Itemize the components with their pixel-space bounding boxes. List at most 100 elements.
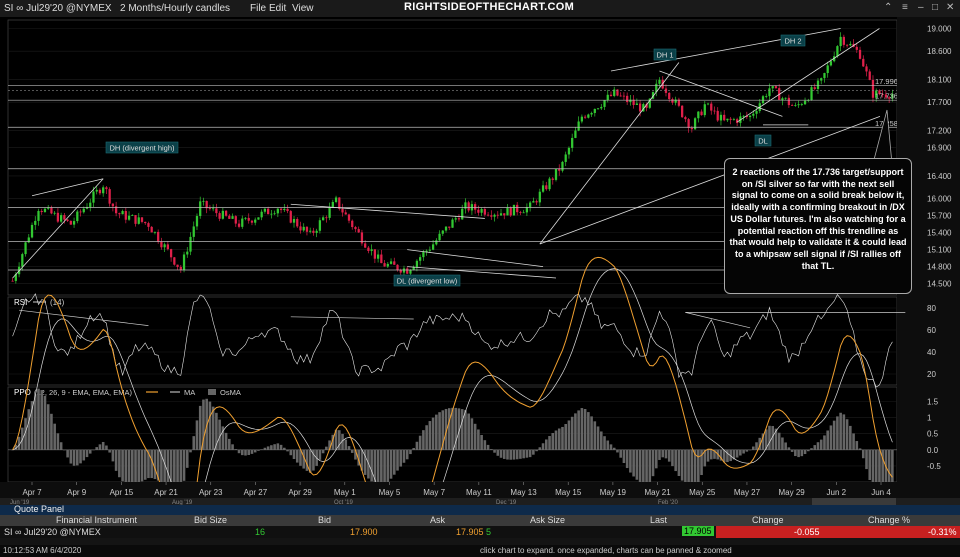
candle-body (98, 189, 102, 194)
menu-file[interactable]: File (250, 3, 267, 14)
candle-body (519, 212, 522, 213)
candle-body (47, 207, 50, 209)
osma-bar (111, 449, 115, 462)
annotation-box (754, 134, 772, 147)
close-icon[interactable]: ✕ (946, 2, 955, 13)
col-bid[interactable]: Bid (318, 515, 332, 525)
osma-bar (350, 449, 354, 453)
col-change-pct[interactable]: Change % (868, 515, 911, 525)
osma-bar (76, 449, 79, 466)
candle-body (69, 220, 72, 225)
x-tick-label: Apr 27 (244, 488, 268, 497)
candle-body (11, 280, 14, 282)
candle-body (781, 98, 784, 101)
candle-body (735, 119, 739, 123)
candle-body (153, 231, 157, 233)
osma-bar (266, 446, 270, 450)
osma-bar (865, 449, 868, 470)
candle-body (357, 229, 360, 233)
osma-bar (629, 449, 632, 473)
osma-bar (428, 421, 432, 450)
ppo-tick-label: 1.5 (927, 397, 939, 406)
candle-body (464, 202, 467, 209)
candle-body (451, 219, 454, 228)
candle-body (596, 108, 600, 110)
osma-bar (237, 449, 241, 454)
osma-bar (884, 449, 888, 493)
col-instrument[interactable]: Financial Instrument (56, 515, 138, 525)
osma-bar (415, 441, 419, 450)
price-tick-label: 17.200 (927, 127, 952, 136)
menu-view[interactable]: View (292, 3, 314, 14)
osma-bar (842, 414, 846, 450)
quote-ask-size: 5 (486, 527, 492, 537)
candle-body (267, 208, 270, 215)
osma-bar (878, 449, 881, 497)
osma-bar (823, 435, 826, 450)
candle-body (105, 187, 108, 190)
osma-bar (383, 449, 386, 485)
maximize-icon[interactable]: □ (932, 2, 939, 13)
candle-body (140, 217, 144, 222)
col-last[interactable]: Last (650, 515, 668, 525)
menu-edit[interactable]: Edit (269, 3, 287, 14)
menu-icon[interactable]: ≡ (902, 2, 908, 13)
osma-bar (787, 447, 791, 450)
candle-body (60, 215, 63, 222)
col-bid-size[interactable]: Bid Size (194, 515, 228, 525)
osma-bar (596, 426, 600, 450)
osma-bar (215, 412, 218, 450)
osma-bar (790, 449, 794, 452)
candle-body (787, 97, 791, 106)
candle-body (56, 212, 60, 222)
minimize-icon[interactable]: – (918, 2, 924, 13)
status-time: 10:12:53 AM 6/4/2020 (3, 546, 82, 555)
quote-panel-header: Quote Panel (0, 504, 960, 515)
candle-body (134, 215, 137, 224)
osma-bar (72, 449, 76, 466)
osma-bar (79, 449, 82, 464)
osma-bar (263, 447, 267, 450)
candle-body (328, 207, 331, 218)
osma-bar (473, 423, 477, 450)
candle-body (619, 95, 622, 97)
osma-bar (101, 441, 105, 450)
col-change[interactable]: Change (752, 515, 784, 525)
quote-row[interactable]: SI ∞ Jul29'20 @NYMEX 16 17.900 17.905 5 … (0, 526, 960, 538)
candle-body (826, 65, 829, 74)
candle-body (800, 104, 803, 106)
candle-body (457, 218, 461, 220)
candle-body (221, 210, 224, 219)
osma-bar (810, 448, 813, 450)
candle-body (509, 207, 512, 216)
osma-bar (392, 449, 396, 475)
osma-bar (509, 449, 513, 460)
osma-bar (761, 433, 765, 450)
candle-body (389, 261, 393, 264)
col-ask-size[interactable]: Ask Size (530, 515, 566, 525)
x-tick-label: Apr 21 (154, 488, 178, 497)
candle-body (774, 86, 778, 89)
osma-bar (33, 394, 37, 450)
osma-bar (735, 449, 739, 458)
trendline (12, 178, 104, 279)
osma-bar (325, 446, 328, 450)
osma-bar (829, 425, 833, 450)
osma-bar (891, 449, 894, 485)
annotation-dh1: DH 1 (656, 51, 673, 60)
quote-columns: Financial Instrument Bid Size Bid Ask As… (0, 515, 960, 526)
osma-bar (645, 449, 648, 486)
osma-bar (567, 420, 571, 450)
osma-bar (852, 433, 855, 450)
osma-bar (418, 435, 422, 450)
osma-bar (654, 449, 658, 469)
trendline (539, 62, 680, 245)
price-tick-label: 15.700 (927, 212, 952, 221)
timeframe-label[interactable]: 2 Months/Hourly candles (120, 3, 231, 14)
symbol-label[interactable]: SI ∞ Jul29'20 @NYMEX (4, 3, 112, 14)
col-ask[interactable]: Ask (430, 515, 446, 525)
osma-bar (587, 412, 590, 450)
osma-bar (502, 449, 506, 459)
osma-bar (108, 449, 111, 453)
pin-icon[interactable]: ⌃ (884, 2, 893, 13)
